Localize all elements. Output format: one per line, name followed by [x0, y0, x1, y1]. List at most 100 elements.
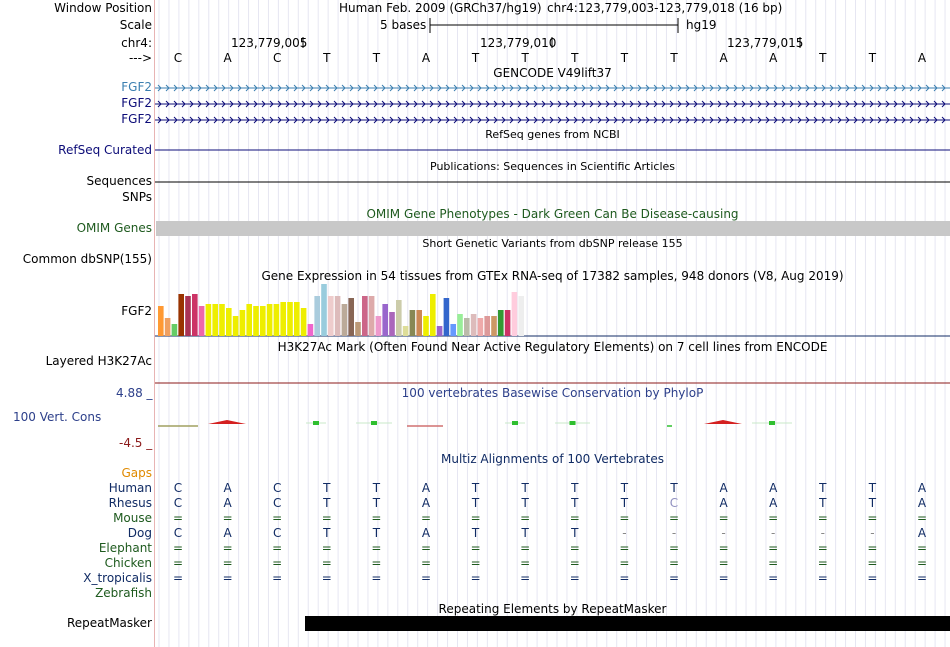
gene-feature[interactable]	[155, 84, 950, 92]
gtex-bar[interactable]	[341, 304, 348, 336]
gtex-bar[interactable]	[158, 306, 164, 336]
gtex-bar[interactable]	[518, 296, 524, 336]
gtex-bar[interactable]	[362, 296, 368, 336]
species-human[interactable]: Human	[108, 481, 152, 495]
gtex-bar[interactable]	[443, 298, 450, 336]
gtex-bar[interactable]	[504, 310, 511, 336]
gtex-bar[interactable]	[178, 294, 184, 336]
gtex-bar[interactable]	[382, 304, 388, 336]
species-elephant[interactable]: Elephant	[98, 541, 152, 555]
species-chicken[interactable]: Chicken	[104, 556, 152, 570]
gtex-bar[interactable]	[402, 326, 409, 336]
alignment-base: =	[371, 511, 382, 525]
gtex-bar[interactable]	[321, 284, 327, 336]
omim-feature[interactable]	[156, 221, 950, 236]
alignment-base: =	[222, 571, 233, 585]
gencode-title[interactable]: GENCODE V49lift37	[493, 66, 612, 80]
repeatmasker-title[interactable]: Repeating Elements by RepeatMasker	[438, 602, 667, 616]
gtex-bar[interactable]	[280, 302, 286, 336]
gtex-title[interactable]: Gene Expression in 54 tissues from GTEx …	[261, 269, 844, 283]
alignment-base: T	[819, 481, 827, 495]
gtex-bar[interactable]	[396, 300, 402, 336]
gtex-bar[interactable]	[470, 314, 477, 336]
gtex-bar[interactable]	[389, 312, 395, 336]
gtex-label[interactable]: FGF2	[121, 304, 152, 318]
species-x-tropicalis[interactable]: X_tropicalis	[83, 571, 152, 585]
gtex-bar[interactable]	[464, 318, 470, 336]
gtex-bar[interactable]	[436, 326, 443, 336]
gtex-bar[interactable]	[185, 296, 191, 336]
gtex-bar[interactable]	[266, 304, 273, 336]
gtex-bar[interactable]	[491, 316, 497, 336]
gene-feature[interactable]	[155, 100, 950, 108]
gtex-bar[interactable]	[430, 294, 436, 336]
gencode-gene-3[interactable]: FGF2	[121, 112, 152, 126]
base-letter: T	[620, 51, 629, 65]
multiz-title[interactable]: Multiz Alignments of 100 Vertebrates	[440, 452, 665, 466]
repeatmasker-feature[interactable]	[305, 616, 950, 631]
gtex-bar[interactable]	[409, 310, 416, 336]
conservation-title[interactable]: 100 vertebrates Basewise Conservation by…	[401, 386, 704, 400]
gtex-bar-chart[interactable]	[155, 282, 950, 336]
gtex-bar[interactable]	[232, 316, 239, 336]
gtex-bar[interactable]	[375, 316, 382, 336]
gene-feature[interactable]	[155, 116, 950, 124]
gtex-bar[interactable]	[477, 318, 484, 336]
conservation-label[interactable]: 100 Vert. Cons	[13, 410, 102, 424]
gtex-bar[interactable]	[334, 296, 341, 336]
omim-label[interactable]: OMIM Genes	[76, 221, 152, 235]
h3k27ac-title[interactable]: H3K27Ac Mark (Often Found Near Active Re…	[277, 340, 828, 354]
multiz-gaps-label[interactable]: Gaps	[121, 466, 152, 480]
gtex-bar[interactable]	[368, 296, 375, 336]
species-mouse[interactable]: Mouse	[113, 511, 152, 525]
alignment-base: =	[668, 511, 680, 525]
gtex-bar[interactable]	[219, 304, 225, 336]
gtex-bar[interactable]	[314, 296, 320, 336]
gtex-bar[interactable]	[198, 306, 205, 336]
refseq-title[interactable]: RefSeq genes from NCBI	[485, 128, 620, 141]
publications-sequences-label[interactable]: Sequences	[86, 174, 152, 188]
gtex-bar[interactable]	[260, 306, 266, 336]
gtex-bar[interactable]	[246, 304, 252, 336]
species-dog[interactable]: Dog	[127, 526, 152, 540]
publications-title[interactable]: Publications: Sequences in Scientific Ar…	[430, 160, 675, 173]
gtex-bar[interactable]	[205, 304, 212, 336]
species-zebrafish[interactable]: Zebrafish	[95, 586, 152, 600]
dbsnp-title[interactable]: Short Genetic Variants from dbSNP releas…	[422, 237, 683, 250]
gtex-bar[interactable]	[300, 308, 307, 336]
gtex-bar[interactable]	[253, 306, 259, 336]
gtex-bar[interactable]	[416, 310, 422, 336]
gtex-bar[interactable]	[457, 314, 463, 336]
gtex-bar[interactable]	[307, 324, 314, 336]
gtex-bar[interactable]	[484, 316, 490, 336]
gtex-bar[interactable]	[287, 302, 293, 336]
gtex-bar[interactable]	[348, 298, 354, 336]
gtex-bar[interactable]	[328, 296, 334, 336]
alignment-base: C	[173, 481, 183, 495]
gtex-bar[interactable]	[212, 304, 218, 336]
gencode-gene-1[interactable]: FGF2	[121, 80, 152, 94]
alignment-base: T	[323, 496, 331, 510]
gtex-bar[interactable]	[511, 292, 518, 336]
alignment-base: T	[620, 481, 629, 495]
gtex-bar[interactable]	[355, 322, 361, 336]
dbsnp-label[interactable]: Common dbSNP(155)	[22, 252, 152, 266]
h3k27ac-label[interactable]: Layered H3K27Ac	[45, 354, 152, 368]
gtex-bar[interactable]	[239, 310, 246, 336]
gtex-bar[interactable]	[294, 302, 300, 336]
gtex-bar[interactable]	[171, 324, 178, 336]
refseq-label[interactable]: RefSeq Curated	[58, 143, 152, 157]
gtex-bar[interactable]	[273, 304, 280, 336]
repeatmasker-label[interactable]: RepeatMasker	[66, 616, 152, 630]
omim-title[interactable]: OMIM Gene Phenotypes - Dark Green Can Be…	[366, 207, 739, 221]
species-rhesus[interactable]: Rhesus	[108, 496, 152, 510]
publications-snps-label[interactable]: SNPs	[122, 190, 152, 204]
gtex-bar[interactable]	[450, 324, 456, 336]
gtex-bar[interactable]	[226, 308, 232, 336]
alignment-base: -	[870, 526, 875, 540]
gtex-bar[interactable]	[423, 316, 429, 336]
gtex-bar[interactable]	[164, 318, 171, 336]
gtex-bar[interactable]	[498, 310, 504, 336]
gencode-gene-2[interactable]: FGF2	[121, 96, 152, 110]
gtex-bar[interactable]	[192, 294, 198, 336]
